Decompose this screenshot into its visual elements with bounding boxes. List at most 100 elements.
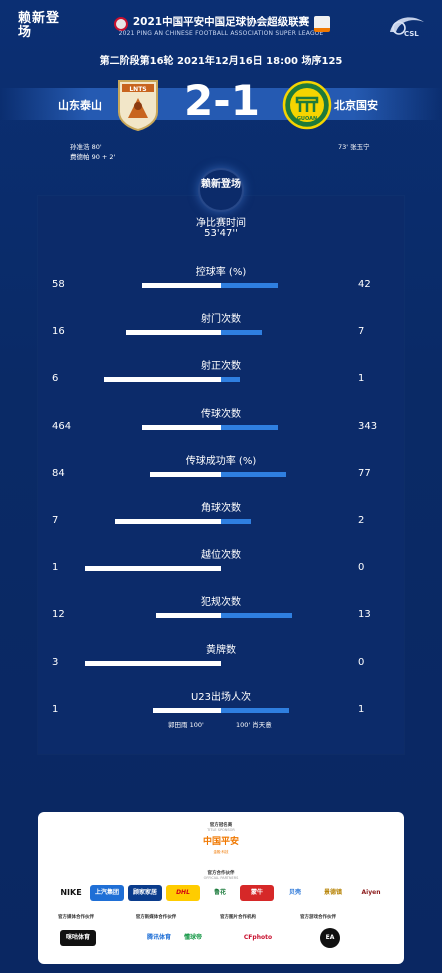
media-logo-dongqiudi: 懂球帝 xyxy=(183,934,202,941)
stat-away-bar xyxy=(221,377,240,383)
home-team-crest-icon: LNTS xyxy=(118,80,158,132)
stat-home-value: 84 xyxy=(52,467,65,479)
home-goal-1-player: 孙准浩 xyxy=(70,143,90,151)
net-time-value: 53'47'' xyxy=(204,228,238,239)
partner-logo-aiyen: Aiyen xyxy=(361,889,381,896)
new-media-heading: 官方新媒体合作伙伴 xyxy=(135,915,177,920)
panel-brand-logo: 赖新登场 xyxy=(198,168,244,212)
stat-home-bar xyxy=(150,471,221,477)
stat-label: 射门次数 xyxy=(201,314,241,326)
stat-away-value: 2 xyxy=(358,515,365,526)
stat-away-bar xyxy=(221,283,278,288)
league-subtitle: 2021 PING AN CHINESE FOOTBALL ASSOCIATIO… xyxy=(118,30,324,37)
away-goal-1-player: 张玉宁 xyxy=(350,143,370,151)
stat-home-bar xyxy=(153,707,221,713)
net-time-label: 净比赛时间 xyxy=(196,218,246,229)
team-band xyxy=(0,88,442,120)
home-goal-2-player: 费德帕 xyxy=(70,153,90,161)
stat-away-value: 343 xyxy=(358,420,378,432)
stat-home-bar xyxy=(104,377,221,383)
away-goal-1: 73' 张玉宁 xyxy=(338,141,370,151)
stat-label: 传球成功率 (%) xyxy=(185,455,257,467)
stat-label: 控球率 (%) xyxy=(195,267,247,278)
stat-away-bar xyxy=(221,471,286,477)
stat-away-bar xyxy=(221,613,292,619)
home-goal-2-minute: 90 + 2' xyxy=(91,153,116,161)
stat-home-value: 464 xyxy=(52,420,72,432)
stat-away-value: 0 xyxy=(358,562,365,574)
title-sponsor-heading: 官方冠名商 xyxy=(209,823,233,828)
stat-away-bar xyxy=(221,424,278,430)
stat-away-value: 1 xyxy=(358,373,365,385)
partner-logo-nike: NIKE xyxy=(60,888,82,897)
stat-away-bar xyxy=(221,330,262,336)
title-sponsor-subheading: TITLE SPONSOR xyxy=(207,828,235,832)
stat-home-value: 1 xyxy=(52,562,59,574)
stat-home-value: 6 xyxy=(52,373,59,385)
media-logo-ea: EA xyxy=(320,928,340,948)
game-heading: 官方游戏合作伙伴 xyxy=(300,915,336,920)
stat-label: 黄牌数 xyxy=(206,644,236,656)
sponsor-badge-icon xyxy=(314,16,330,32)
stat-label: 越位次数 xyxy=(201,550,241,562)
score: 2-1 xyxy=(184,76,260,125)
stat-away-bar xyxy=(221,707,289,713)
csl-logo-text: CSL xyxy=(404,30,419,38)
u23-home-note: 郭田雨 100' xyxy=(168,721,204,729)
stat-home-bar xyxy=(126,330,221,336)
round-info: 第二阶段第16轮 2021年12月16日 18:00 场序125 xyxy=(99,56,343,67)
photo-heading: 官方图片合作机构 xyxy=(220,915,256,920)
brand-logo: 赖新登场 xyxy=(18,11,61,40)
media-logo-cfphoto: CFphoto xyxy=(243,934,273,941)
stat-home-bar xyxy=(156,613,221,619)
stat-home-value: 1 xyxy=(52,703,59,715)
stat-away-value: 0 xyxy=(358,656,365,668)
stat-home-value: 12 xyxy=(52,609,65,621)
header: 赖新登场 2021中国平安中国足球协会超级联赛 2021 PING AN CHI… xyxy=(0,0,442,170)
title-sponsor-logo: 中国平安 xyxy=(202,837,239,847)
partners-heading: 官方合作伙伴 xyxy=(207,871,235,876)
partner-logo-kuka: 顾家家居 xyxy=(128,885,162,901)
partner-logo-saic: 上汽集团 xyxy=(90,885,124,901)
stat-away-value: 42 xyxy=(358,279,371,290)
stat-home-bar xyxy=(142,283,221,288)
partner-logo-beike: 贝壳 xyxy=(288,889,301,896)
stat-away-value: 7 xyxy=(358,326,365,338)
stat-home-bar xyxy=(142,424,221,430)
partners-subheading: OFFICIAL PARTNERS xyxy=(203,876,239,880)
away-crest-text: GUOAN xyxy=(297,116,317,122)
home-goal-1: 孙准浩 80' xyxy=(70,141,102,151)
league-title: 2021中国平安中国足球协会超级联赛 xyxy=(132,16,310,28)
media-heading: 官方媒体合作伙伴 xyxy=(58,915,94,920)
stat-away-bar xyxy=(221,519,251,524)
stat-home-value: 16 xyxy=(52,326,65,338)
stat-label: 射正次数 xyxy=(201,361,241,373)
home-goal-2: 费德帕 90 + 2' xyxy=(70,151,115,161)
stat-home-value: 58 xyxy=(52,279,65,290)
stat-away-value: 77 xyxy=(358,467,371,479)
away-team-name: 北京国安 xyxy=(334,99,378,112)
stat-home-bar xyxy=(85,660,221,666)
stat-label: 角球次数 xyxy=(201,503,241,514)
stat-label: 传球次数 xyxy=(201,408,241,420)
partner-logo-luhua: 鲁花 xyxy=(213,889,226,896)
csl-logo-icon xyxy=(390,17,424,35)
partner-logo-mengniu: 蒙牛 xyxy=(240,885,274,901)
sponsor-card: 官方冠名商 TITLE SPONSOR 中国平安 金融·科技 官方合作伙伴 OF… xyxy=(38,812,404,964)
partner-logo-jingdezhen: 景德镇 xyxy=(323,889,342,896)
away-team-crest-icon: GUOAN xyxy=(282,80,332,130)
stat-home-bar xyxy=(85,566,221,572)
stat-away-value: 13 xyxy=(358,609,371,621)
home-goal-1-minute: 80' xyxy=(91,143,102,151)
stat-home-bar xyxy=(115,519,221,524)
media-logo-migu: 咪咕体育 xyxy=(60,930,96,946)
title-sponsor-tag: 金融·科技 xyxy=(213,850,229,854)
stat-label: 犯规次数 xyxy=(201,597,241,609)
stat-away-value: 1 xyxy=(358,703,365,715)
home-team-name: 山东泰山 xyxy=(58,99,102,112)
media-logo-tencent: 腾讯体育 xyxy=(146,934,171,941)
partner-logo-dhl: DHL xyxy=(166,885,200,901)
away-goal-1-minute: 73' xyxy=(338,143,349,151)
home-crest-text: LNTS xyxy=(129,86,146,93)
